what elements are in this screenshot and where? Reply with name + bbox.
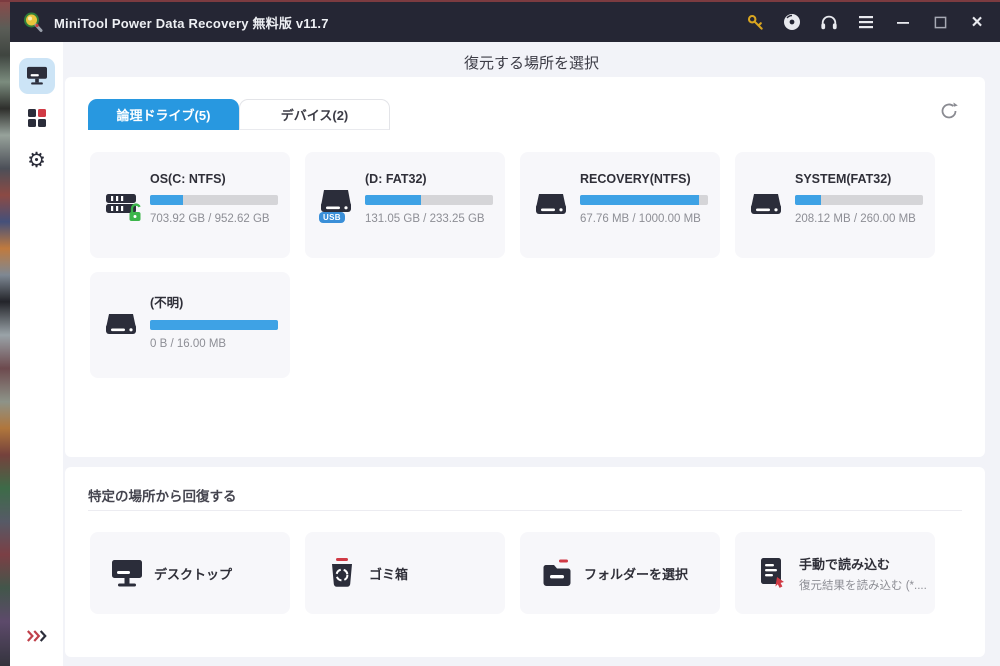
drive-card-os-c[interactable]: OS(C: NTFS) 703.92 GB / 952.62 GB [90, 152, 290, 258]
gear-icon: ⚙ [27, 147, 46, 172]
place-label: デスクトップ [154, 566, 233, 582]
app-window: MiniTool Power Data Recovery 無料版 v11.7 [10, 2, 1000, 666]
drive-usage-bar [580, 195, 708, 205]
internal-drive-icon [105, 188, 143, 228]
drive-name: RECOVERY(NTFS) [580, 172, 691, 186]
tab-logical-drives[interactable]: 論理ドライブ(5) [88, 99, 239, 130]
refresh-icon[interactable] [939, 101, 959, 121]
drive-icon [750, 188, 788, 228]
drive-card-system[interactable]: SYSTEM(FAT32) 208.12 MB / 260.00 MB [735, 152, 935, 258]
sidebar-item-more-tools[interactable] [19, 100, 55, 136]
headset-icon[interactable] [820, 13, 838, 31]
sidebar-expand-button[interactable] [10, 630, 63, 642]
drive-icon [535, 188, 573, 228]
select-folder-card[interactable]: フォルダーを選択 [520, 532, 720, 614]
window-title: MiniTool Power Data Recovery 無料版 v11.7 [54, 15, 329, 31]
app-logo-icon [24, 12, 43, 32]
desktop-icon [112, 560, 142, 587]
folder-icon [543, 559, 571, 586]
sidebar: ⚙ [10, 42, 63, 666]
menu-icon[interactable] [857, 13, 875, 31]
drive-name: SYSTEM(FAT32) [795, 172, 892, 186]
recover-recycle-bin-card[interactable]: ゴミ箱 [305, 532, 505, 614]
usb-badge: USB [319, 212, 345, 223]
page-title: 復元する場所を選択 [463, 55, 599, 72]
tab-bar: 論理ドライブ(5) デバイス(2) [88, 99, 390, 130]
drive-card-d[interactable]: USB (D: FAT32) 131.05 GB / 233.25 GB [305, 152, 505, 258]
divider [88, 510, 962, 511]
drive-grid: OS(C: NTFS) 703.92 GB / 952.62 GB USB [90, 152, 935, 378]
drive-icon [105, 308, 143, 348]
section-title: 特定の場所から回復する [88, 489, 237, 504]
titlebar: MiniTool Power Data Recovery 無料版 v11.7 [10, 2, 1000, 42]
trash-icon [332, 558, 352, 587]
close-icon[interactable]: × [971, 11, 983, 33]
drive-usage-bar [150, 320, 278, 330]
drive-size: 131.05 GB / 233.25 GB [365, 213, 485, 225]
drive-usage-bar [365, 195, 493, 205]
place-label: 手動で読み込む [799, 556, 891, 572]
place-grid: デスクトップ ゴミ箱 フ [90, 532, 935, 614]
drive-card-unknown[interactable]: (不明) 0 B / 16.00 MB [90, 272, 290, 378]
drive-size: 67.76 MB / 1000.00 MB [580, 213, 701, 225]
monitor-icon [26, 66, 47, 85]
sidebar-item-device-scan[interactable] [18, 58, 55, 94]
drive-panel: 論理ドライブ(5) デバイス(2) [65, 77, 985, 457]
load-result-icon [761, 558, 784, 588]
drive-usage-bar [150, 195, 278, 205]
minimize-icon[interactable] [894, 13, 912, 31]
drive-usage-bar [795, 195, 923, 205]
desktop-background-sliver [0, 2, 10, 666]
key-icon[interactable] [746, 13, 764, 31]
drive-size: 703.92 GB / 952.62 GB [150, 213, 270, 225]
place-label: フォルダーを選択 [584, 566, 689, 582]
place-label: ゴミ箱 [369, 566, 409, 582]
place-sublabel: 復元結果を読み込む (*.... [799, 579, 927, 592]
drive-name: (D: FAT32) [365, 172, 427, 186]
drive-size: 208.12 MB / 260.00 MB [795, 213, 916, 225]
maximize-icon[interactable] [931, 13, 949, 31]
usb-drive-icon: USB [319, 188, 358, 228]
drive-card-recovery[interactable]: RECOVERY(NTFS) 67.76 MB / 1000.00 MB [520, 152, 720, 258]
load-manually-card[interactable]: 手動で読み込む 復元結果を読み込む (*.... [735, 532, 935, 614]
drive-name: (不明) [150, 296, 184, 310]
tab-devices[interactable]: デバイス(2) [239, 99, 390, 130]
drive-size: 0 B / 16.00 MB [150, 338, 227, 350]
recover-desktop-card[interactable]: デスクトップ [90, 532, 290, 614]
recover-location-panel: 特定の場所から回復する デスクトップ [65, 467, 985, 657]
sidebar-item-settings[interactable]: ⚙ [19, 142, 55, 178]
disc-icon[interactable] [783, 13, 801, 31]
triple-chevron-icon [26, 630, 47, 642]
drive-name: OS(C: NTFS) [150, 172, 226, 186]
grid-icon [27, 109, 46, 127]
